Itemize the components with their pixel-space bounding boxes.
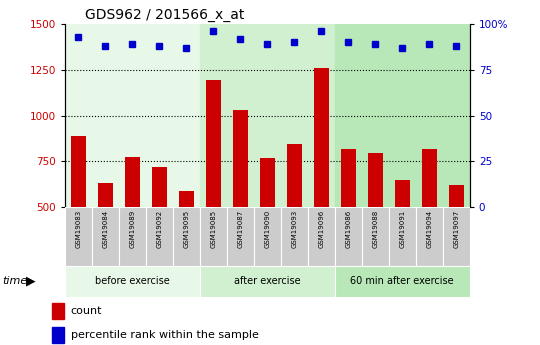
FancyBboxPatch shape xyxy=(308,207,335,266)
FancyBboxPatch shape xyxy=(254,207,281,266)
Bar xyxy=(422,149,437,207)
Bar xyxy=(125,157,140,207)
Text: percentile rank within the sample: percentile rank within the sample xyxy=(71,330,259,340)
Text: GSM19091: GSM19091 xyxy=(399,210,406,248)
FancyBboxPatch shape xyxy=(389,207,416,266)
Bar xyxy=(52,303,64,319)
Bar xyxy=(368,153,383,207)
FancyBboxPatch shape xyxy=(119,207,146,266)
Text: time: time xyxy=(3,276,28,286)
FancyBboxPatch shape xyxy=(146,207,173,266)
Text: count: count xyxy=(71,306,102,316)
FancyBboxPatch shape xyxy=(200,266,335,297)
Bar xyxy=(200,24,335,207)
Text: GSM19097: GSM19097 xyxy=(453,210,460,248)
Bar xyxy=(314,68,329,207)
FancyBboxPatch shape xyxy=(362,207,389,266)
FancyBboxPatch shape xyxy=(200,207,227,266)
Bar xyxy=(52,327,64,343)
Bar xyxy=(449,185,464,207)
Text: GSM19093: GSM19093 xyxy=(291,210,298,248)
FancyBboxPatch shape xyxy=(281,207,308,266)
Text: ▶: ▶ xyxy=(26,275,36,288)
Text: GSM19090: GSM19090 xyxy=(264,210,271,248)
Text: GSM19085: GSM19085 xyxy=(210,210,217,248)
Bar xyxy=(65,24,200,207)
Bar xyxy=(260,158,275,207)
FancyBboxPatch shape xyxy=(92,207,119,266)
Bar xyxy=(287,144,302,207)
Bar xyxy=(71,136,86,207)
Text: GSM19087: GSM19087 xyxy=(237,210,244,248)
Bar xyxy=(233,110,248,207)
FancyBboxPatch shape xyxy=(335,266,470,297)
Text: GDS962 / 201566_x_at: GDS962 / 201566_x_at xyxy=(85,8,245,22)
Text: GSM19083: GSM19083 xyxy=(75,210,82,248)
Text: GSM19096: GSM19096 xyxy=(318,210,325,248)
Text: 60 min after exercise: 60 min after exercise xyxy=(350,276,454,286)
FancyBboxPatch shape xyxy=(443,207,470,266)
Bar xyxy=(341,149,356,207)
FancyBboxPatch shape xyxy=(173,207,200,266)
Text: after exercise: after exercise xyxy=(234,276,301,286)
FancyBboxPatch shape xyxy=(416,207,443,266)
FancyBboxPatch shape xyxy=(335,207,362,266)
Bar xyxy=(179,190,194,207)
Text: GSM19089: GSM19089 xyxy=(129,210,136,248)
FancyBboxPatch shape xyxy=(65,266,200,297)
Text: before exercise: before exercise xyxy=(95,276,170,286)
Text: GSM19088: GSM19088 xyxy=(372,210,379,248)
FancyBboxPatch shape xyxy=(65,207,92,266)
Bar xyxy=(206,80,221,207)
Bar xyxy=(395,179,410,207)
Bar xyxy=(152,167,167,207)
Bar xyxy=(335,24,470,207)
FancyBboxPatch shape xyxy=(227,207,254,266)
Text: GSM19086: GSM19086 xyxy=(345,210,352,248)
Bar xyxy=(98,183,113,207)
Text: GSM19092: GSM19092 xyxy=(156,210,163,248)
Text: GSM19095: GSM19095 xyxy=(183,210,190,248)
Text: GSM19084: GSM19084 xyxy=(102,210,109,248)
Text: GSM19094: GSM19094 xyxy=(426,210,433,248)
